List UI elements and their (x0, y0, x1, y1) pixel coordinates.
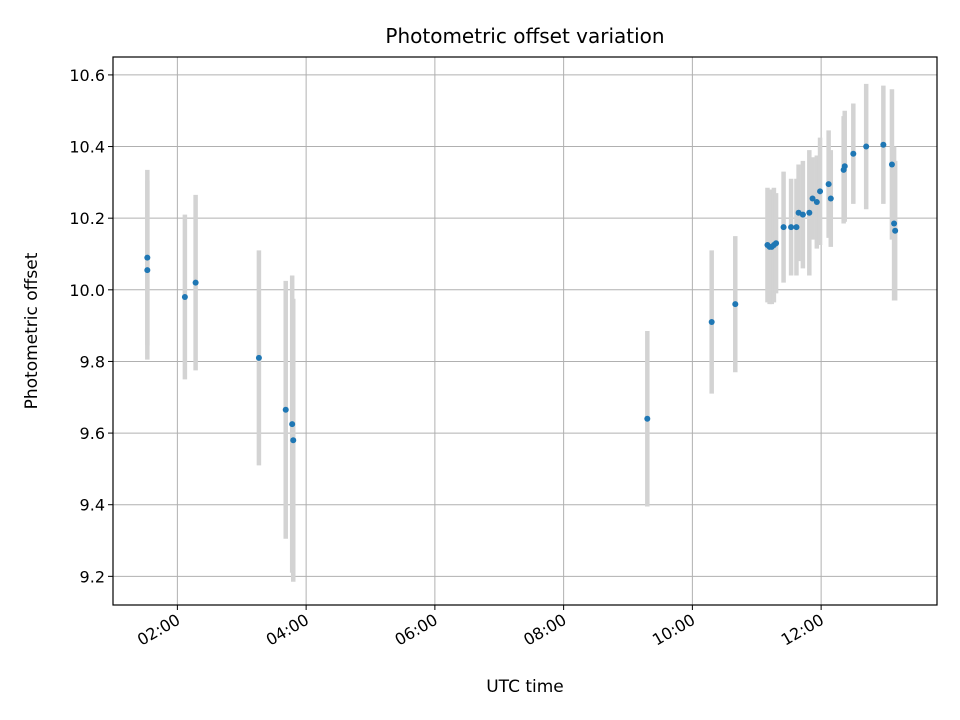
x-axis-label: UTC time (486, 677, 564, 697)
data-point (825, 181, 832, 188)
y-tick-label: 9.8 (80, 352, 105, 371)
data-point (290, 437, 297, 444)
data-points (144, 141, 899, 444)
data-point (888, 161, 895, 168)
data-point (891, 220, 898, 227)
data-point (809, 195, 816, 202)
data-point (827, 195, 834, 202)
y-tick-label: 10.6 (69, 66, 105, 85)
y-tick-label: 9.4 (80, 496, 105, 515)
data-point (817, 188, 824, 195)
x-tick-label: 12:00 (778, 610, 827, 650)
plot-frame (112, 56, 938, 606)
x-tick-label: 10:00 (649, 610, 698, 650)
data-point (806, 209, 813, 216)
data-point (144, 267, 151, 274)
data-point (892, 227, 899, 234)
data-point (644, 415, 651, 422)
data-point (788, 224, 795, 231)
data-point (773, 240, 780, 247)
data-point (850, 150, 857, 157)
x-tick-label: 06:00 (391, 610, 440, 650)
data-point (192, 279, 199, 286)
data-point (813, 199, 820, 206)
data-point (181, 293, 188, 300)
y-tick-label: 10.4 (69, 138, 105, 157)
x-tick-label: 08:00 (520, 610, 569, 650)
data-point (144, 254, 151, 261)
data-point (732, 301, 739, 308)
data-point (708, 319, 715, 326)
y-tick-label: 10.0 (69, 281, 105, 300)
data-point (780, 224, 787, 231)
y-tick-label: 9.6 (80, 424, 105, 443)
data-point (282, 406, 289, 413)
data-point (841, 163, 848, 170)
data-point (793, 224, 800, 231)
data-point (863, 143, 870, 150)
data-point (289, 421, 296, 428)
x-axis-ticks: 02:00 04:00 06:00 08:00 10:00 12:00 (134, 605, 827, 650)
data-point (255, 354, 262, 361)
grid (113, 57, 937, 605)
error-bars (145, 83, 898, 582)
y-axis-ticks: 9.2 9.4 9.6 9.8 10.0 10.2 10.4 10.6 (69, 66, 113, 586)
y-axis-label: Photometric offset (22, 252, 42, 409)
x-tick-label: 04:00 (263, 610, 312, 650)
y-tick-label: 10.2 (69, 209, 105, 228)
chart-title: Photometric offset variation (385, 24, 664, 48)
data-point (799, 211, 806, 218)
x-tick-label: 02:00 (134, 610, 183, 650)
y-tick-label: 9.2 (80, 567, 105, 586)
data-point (880, 141, 887, 148)
